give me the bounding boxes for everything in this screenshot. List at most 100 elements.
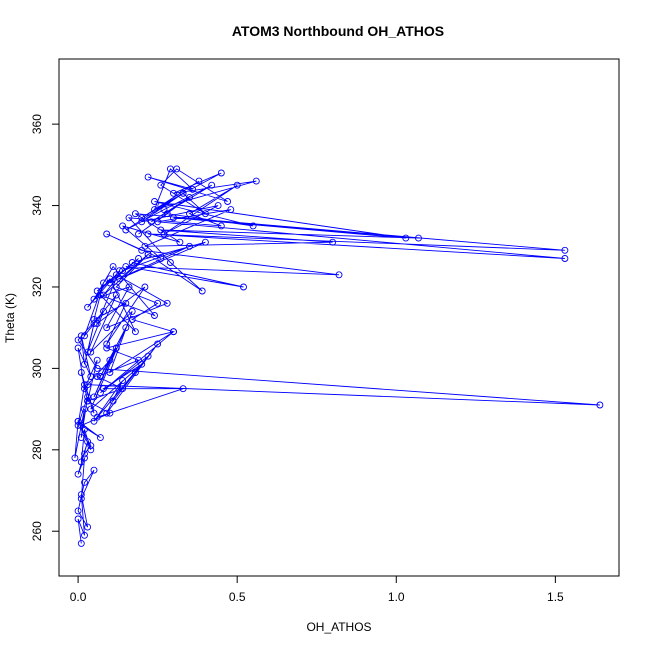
data-point <box>561 255 569 262</box>
data-point <box>186 210 193 218</box>
data-point <box>74 344 82 352</box>
y-tick-label: 360 <box>30 114 44 134</box>
data-point <box>201 238 209 246</box>
data-point <box>157 202 165 210</box>
data-point <box>125 283 133 291</box>
data-point <box>144 230 152 238</box>
data-point <box>81 381 88 389</box>
data-point <box>84 348 92 356</box>
data-point <box>93 373 101 380</box>
data-point <box>561 246 569 254</box>
data-point <box>141 283 149 291</box>
data-point <box>103 409 111 417</box>
data-point <box>122 263 130 271</box>
data-point <box>81 450 88 458</box>
data-point <box>77 369 85 376</box>
x-tick-label: 1.5 <box>547 590 564 604</box>
data-point <box>157 181 165 189</box>
data-point <box>402 234 410 242</box>
data-point <box>144 352 152 360</box>
data-point <box>116 275 123 283</box>
data-point <box>151 312 158 319</box>
data-point <box>77 495 85 503</box>
y-tick-label: 340 <box>30 195 44 215</box>
x-tick-label: 1.0 <box>388 590 405 604</box>
data-point <box>189 185 197 193</box>
data-point <box>147 218 155 226</box>
data-point <box>415 234 422 242</box>
data-point <box>77 539 85 547</box>
data-point <box>125 214 133 222</box>
data-point <box>84 381 92 389</box>
data-point <box>90 466 98 474</box>
data-point <box>74 515 82 523</box>
data-point <box>93 364 101 372</box>
data-point <box>214 202 222 210</box>
data-point <box>81 478 88 486</box>
data-point <box>109 397 117 405</box>
data-point <box>81 360 88 368</box>
data-point <box>135 230 142 238</box>
data-point <box>217 169 225 177</box>
y-tick-label: 280 <box>30 439 44 459</box>
data-point <box>77 491 85 499</box>
data-point <box>106 369 114 376</box>
data-point <box>96 434 104 442</box>
data-point <box>100 307 107 315</box>
data-point <box>77 458 85 466</box>
data-point <box>128 259 136 266</box>
data-point <box>335 271 343 279</box>
data-point <box>109 263 117 271</box>
data-point <box>329 238 337 246</box>
data-point <box>103 324 111 332</box>
data-point <box>90 393 98 401</box>
data-points <box>71 165 604 547</box>
data-point <box>84 523 92 531</box>
data-point <box>195 177 203 185</box>
data-point <box>96 373 104 380</box>
data-point <box>144 250 152 258</box>
data-point <box>103 340 111 348</box>
y-tick-label: 300 <box>30 358 44 378</box>
data-point <box>106 279 114 287</box>
data-point <box>112 283 120 291</box>
data-point <box>122 226 130 234</box>
data-point <box>154 340 162 348</box>
data-point <box>208 181 216 189</box>
data-point <box>87 442 95 450</box>
data-point <box>176 238 184 246</box>
data-point <box>131 328 139 336</box>
data-point <box>151 206 158 214</box>
plot-frame <box>58 58 620 577</box>
data-point <box>93 287 101 295</box>
data-point <box>170 189 177 197</box>
data-point <box>596 401 604 409</box>
chart-title: ATOM3 Northbound OH_ATHOS <box>232 23 444 39</box>
y-tick-label: 260 <box>30 521 44 541</box>
data-point <box>84 303 92 311</box>
data-point <box>74 507 82 515</box>
data-point <box>87 446 95 454</box>
data-point <box>128 307 136 315</box>
data-point <box>84 397 92 405</box>
data-point <box>128 316 136 323</box>
data-point <box>249 222 257 230</box>
data-point <box>90 417 98 425</box>
data-point <box>179 189 187 197</box>
x-tick-label: 0.0 <box>70 590 87 604</box>
data-point <box>96 389 104 397</box>
data-point <box>90 295 98 303</box>
data-point <box>87 405 95 413</box>
data-point <box>198 287 206 295</box>
data-point <box>81 531 88 539</box>
data-point <box>122 324 130 332</box>
data-point <box>100 291 107 299</box>
data-point <box>151 198 158 205</box>
series-line <box>74 168 600 544</box>
data-point <box>93 356 101 364</box>
data-point <box>179 385 187 393</box>
data-point <box>71 454 79 462</box>
y-tick-label: 320 <box>30 277 44 297</box>
data-point <box>233 181 241 189</box>
